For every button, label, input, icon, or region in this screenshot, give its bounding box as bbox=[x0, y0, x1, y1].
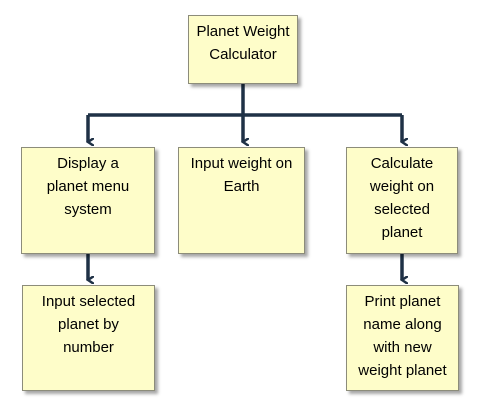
node-line: Planet Weight bbox=[196, 23, 290, 40]
node-line: selected bbox=[374, 201, 430, 218]
node-calculate: Calculate weight on selected planet bbox=[346, 147, 458, 254]
node-input-planet: Input selected planet by number bbox=[22, 285, 155, 391]
node-line: Display a bbox=[57, 155, 119, 172]
node-line: planet menu bbox=[46, 178, 130, 195]
node-line: Calculate bbox=[370, 155, 434, 172]
node-display-menu: Display a planet menu system bbox=[21, 147, 155, 254]
node-input-weight: Input weight on Earth bbox=[178, 147, 305, 254]
node-line: system bbox=[64, 201, 112, 218]
node-line: Input selected bbox=[41, 293, 136, 310]
node-line: weight planet bbox=[358, 362, 447, 379]
node-line: with new bbox=[373, 339, 432, 356]
node-print-result: Print planet name along with new weight … bbox=[346, 285, 459, 391]
node-line: planet by bbox=[58, 316, 119, 333]
node-line: Input weight on bbox=[190, 155, 293, 172]
node-line: Print planet bbox=[364, 293, 441, 310]
node-line: weight on bbox=[369, 178, 435, 195]
node-line: Earth bbox=[223, 178, 260, 195]
node-line: Calculator bbox=[209, 46, 277, 63]
node-line: number bbox=[63, 339, 114, 356]
node-planet-weight-calculator: Planet Weight Calculator bbox=[188, 15, 298, 84]
node-line: name along bbox=[363, 316, 442, 333]
node-line: planet bbox=[381, 224, 423, 241]
